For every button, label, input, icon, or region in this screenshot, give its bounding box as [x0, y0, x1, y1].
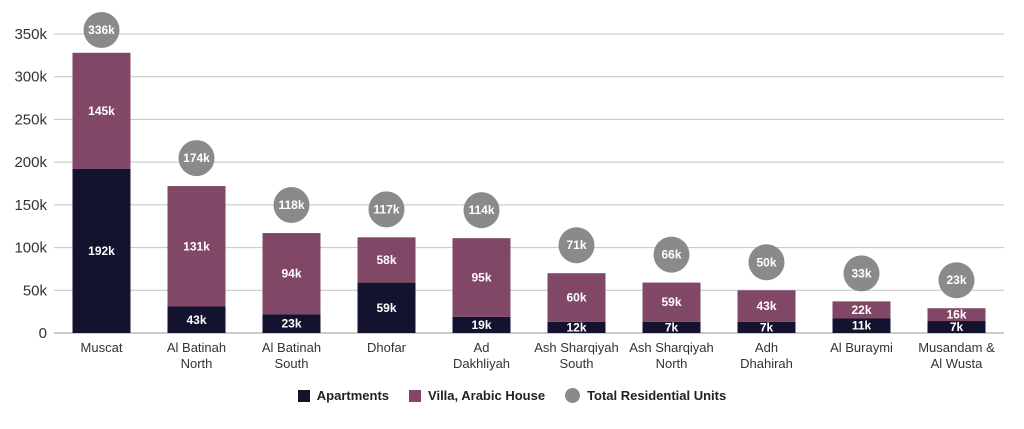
x-tick-label: South — [560, 356, 594, 371]
bar-segment-villa — [452, 238, 511, 317]
segment-label: 16k — [946, 308, 966, 322]
segment-label: 131k — [183, 239, 210, 253]
legend-label-total: Total Residential Units — [587, 388, 727, 403]
legend-swatch-total — [565, 388, 581, 403]
bar-segment-apartments — [832, 318, 891, 333]
x-tick-label: Musandam & — [918, 340, 995, 355]
total-bubble — [273, 187, 310, 224]
legend-item-apartments: Apartments — [297, 388, 390, 403]
bar-segment-villa — [927, 308, 986, 322]
bar-segment-apartments — [547, 321, 606, 333]
legend-swatch-apartments — [297, 389, 310, 402]
bar-segment-villa — [262, 233, 321, 315]
bar-segment-apartments — [357, 282, 416, 333]
segment-label: 59k — [376, 301, 396, 315]
bar-segment-apartments — [72, 168, 131, 333]
x-tick-label: Ad — [474, 340, 490, 355]
x-tick-label: Dhahirah — [740, 356, 793, 371]
segment-label: 43k — [756, 299, 776, 313]
segment-label: 59k — [661, 295, 681, 309]
x-tick-label: North — [656, 356, 688, 371]
bar-segment-apartments — [262, 314, 321, 333]
legend-swatch-villa — [409, 389, 422, 402]
total-bubble — [178, 140, 215, 177]
segment-label: 23k — [281, 317, 301, 331]
total-bubble — [653, 236, 690, 273]
segment-label: 19k — [471, 318, 491, 332]
total-label: 66k — [661, 248, 681, 262]
total-bubble — [558, 227, 595, 264]
y-tick-label: 250k — [14, 111, 47, 128]
total-label: 71k — [566, 238, 586, 252]
bar-segment-villa — [832, 301, 891, 319]
x-tick-label: North — [181, 356, 213, 371]
total-label: 50k — [756, 255, 776, 269]
bar-segment-villa — [72, 52, 131, 169]
y-tick-label: 0 — [39, 325, 47, 342]
segment-label: 7k — [950, 320, 964, 334]
x-tick-label: Al Batinah — [167, 340, 226, 355]
segment-label: 94k — [281, 267, 301, 281]
y-tick-label: 150k — [14, 197, 47, 214]
total-label: 118k — [278, 198, 304, 212]
total-label: 114k — [468, 203, 494, 217]
total-bubble — [843, 255, 880, 292]
legend-label-apartments: Apartments — [316, 388, 390, 403]
bar-segment-apartments — [167, 306, 226, 333]
x-tick-label: Dakhliyah — [453, 356, 510, 371]
segment-label: 145k — [88, 104, 115, 118]
total-label: 117k — [373, 202, 399, 216]
x-tick-label: Ash Sharqiyah — [629, 340, 714, 355]
segment-label: 60k — [566, 291, 586, 305]
total-bubble — [938, 262, 975, 299]
x-tick-label: Adh — [755, 340, 778, 355]
bar-segment-apartments — [927, 321, 986, 333]
bar-segment-villa — [737, 290, 796, 322]
segment-label: 11k — [852, 319, 872, 333]
total-label: 23k — [946, 273, 966, 287]
bar-segment-apartments — [737, 321, 796, 333]
segment-label: 192k — [88, 244, 115, 258]
x-tick-label: Al Wusta — [931, 356, 984, 371]
segment-label: 7k — [665, 320, 679, 334]
x-tick-label: Al Buraymi — [830, 340, 893, 355]
x-tick-label: Muscat — [81, 340, 123, 355]
y-tick-label: 300k — [14, 69, 47, 86]
legend: Apartments Villa, Arabic House Total Res… — [0, 388, 1024, 403]
total-label: 336k — [88, 23, 115, 37]
segment-label: 7k — [760, 320, 774, 334]
x-tick-label: Dhofar — [367, 340, 407, 355]
bar-segment-villa — [167, 186, 226, 307]
total-label: 33k — [851, 266, 871, 280]
total-bubble — [83, 12, 120, 48]
segment-label: 22k — [851, 303, 871, 317]
x-tick-label: South — [275, 356, 309, 371]
y-tick-label: 200k — [14, 154, 47, 171]
x-tick-label: Al Batinah — [262, 340, 321, 355]
y-tick-label: 100k — [14, 240, 47, 257]
bar-segment-apartments — [642, 321, 701, 333]
segment-label: 43k — [186, 313, 206, 327]
stacked-bar-chart: 0 50k 100k 150k 200k 250k 300k 350k 192k 145k 336k… — [14, 12, 1004, 371]
total-label: 174k — [183, 151, 210, 165]
bar-segment-villa — [357, 237, 416, 283]
y-tick-label: 350k — [14, 26, 47, 43]
segment-label: 12k — [566, 320, 586, 334]
total-bubble — [368, 191, 405, 228]
x-tick-label: Ash Sharqiyah — [534, 340, 619, 355]
total-bubble — [748, 244, 785, 281]
bar-segment-villa — [547, 273, 606, 322]
legend-item-total: Total Residential Units — [565, 388, 726, 403]
total-bubble — [463, 192, 500, 229]
segment-label: 58k — [376, 253, 396, 267]
segment-label: 95k — [471, 270, 491, 284]
bar-segment-apartments — [452, 316, 511, 333]
y-tick-label: 50k — [23, 282, 48, 299]
bar-segment-villa — [642, 282, 701, 322]
legend-label-villa: Villa, Arabic House — [428, 388, 546, 403]
legend-item-villa: Villa, Arabic House — [409, 388, 545, 403]
